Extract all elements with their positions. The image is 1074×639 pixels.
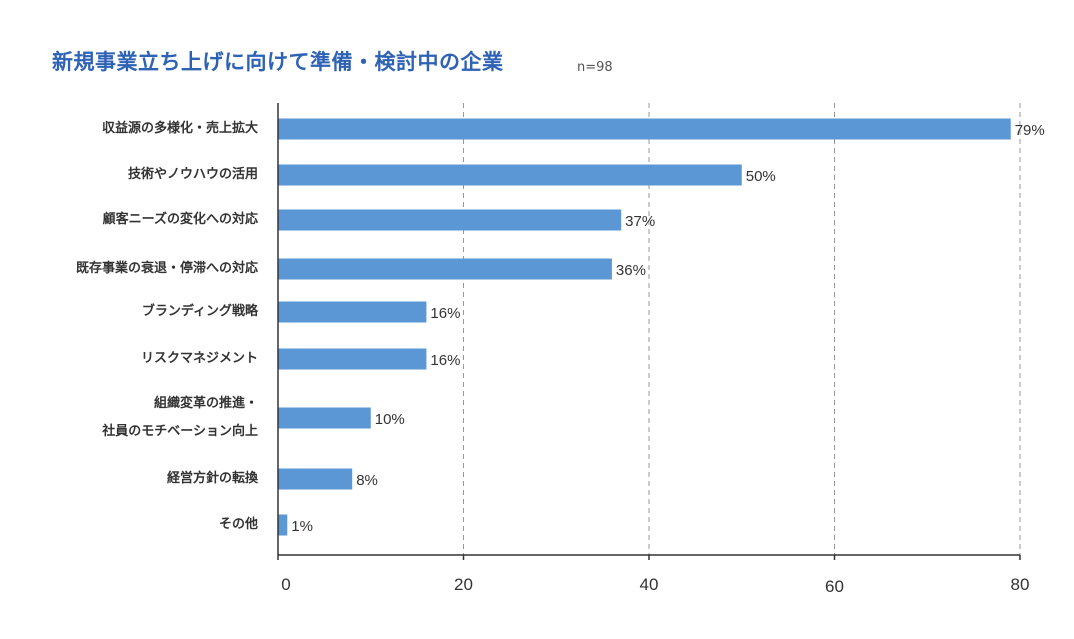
value-label-8: 1% [291, 518, 313, 535]
bar-0 [278, 118, 1011, 140]
value-label-6: 10% [375, 411, 405, 428]
bar-3 [278, 258, 612, 280]
x-tick-label-20: 20 [454, 575, 473, 594]
value-label-2: 37% [625, 213, 655, 230]
value-label-5: 16% [430, 352, 460, 369]
bar-8 [278, 514, 288, 536]
bar-7 [278, 468, 353, 490]
bar-4 [278, 301, 427, 323]
bar-6 [278, 407, 371, 429]
value-label-7: 8% [356, 472, 378, 489]
value-label-4: 16% [430, 305, 460, 322]
bar-1 [278, 164, 742, 186]
sample-size: n=98 [577, 60, 613, 75]
category-label-7: 経営方針の転換 [166, 471, 258, 486]
chart-title: 新規事業立ち上げに向けて準備・検討中の企業 [52, 50, 504, 74]
category-label-0: 収益源の多様化・売上拡大 [101, 121, 258, 136]
x-tick-label-40: 40 [640, 575, 659, 594]
category-label-3: 既存事業の衰退・停滞への対応 [75, 261, 258, 276]
x-tick-label-80: 80 [1011, 575, 1030, 594]
category-label-5: リスクマネジメント [140, 351, 258, 366]
category-label-8: その他 [218, 517, 258, 532]
value-label-3: 36% [616, 262, 646, 279]
category-label-1: 技術やノウハウの活用 [127, 167, 258, 182]
bar-2 [278, 209, 622, 231]
value-label-0: 79% [1015, 122, 1045, 139]
x-tick-label-0: 0 [281, 575, 290, 594]
x-tick-label-60: 60 [825, 577, 844, 596]
category-label-4: ブランディング戦略 [141, 304, 258, 319]
category-label-6: 組織変革の推進・ 社員のモチベーション向上 [102, 395, 258, 440]
bar-5 [278, 348, 427, 370]
category-label-2: 顧客ニーズの変化への対応 [102, 212, 258, 227]
value-label-1: 50% [746, 168, 776, 185]
